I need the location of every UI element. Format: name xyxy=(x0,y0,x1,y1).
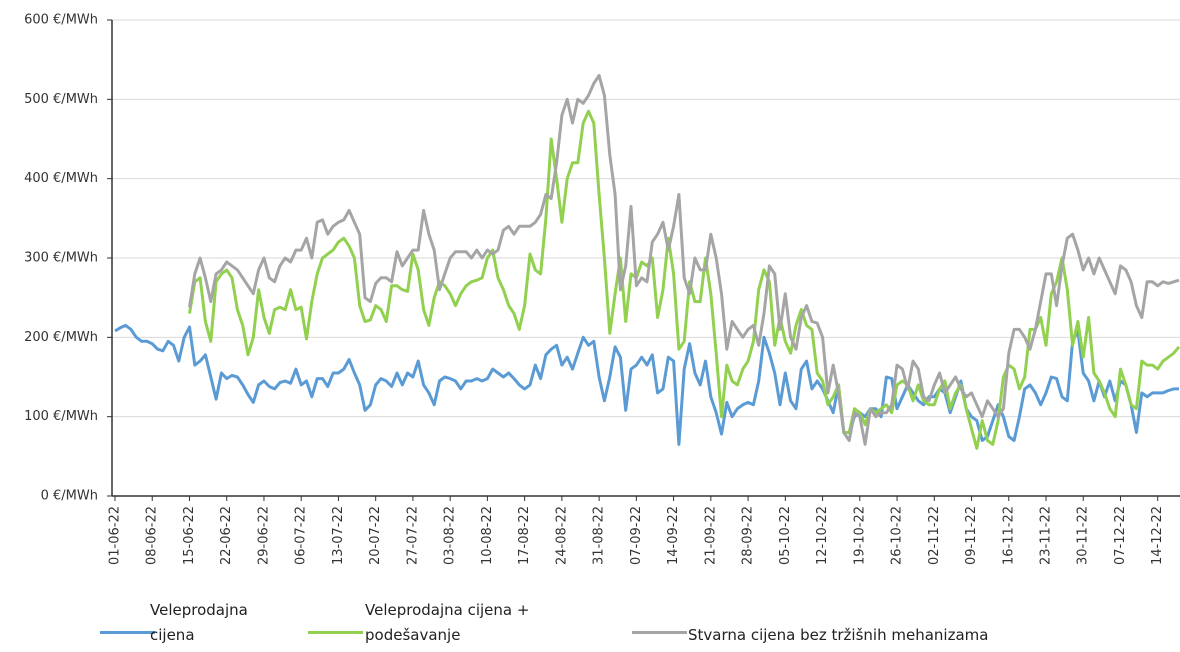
plot: 0 €/MWh 100 €/MWh 200 €/MWh 300 €/MWh 400 €/… xyxy=(24,13,1180,565)
x-tick-label: 29-06-22 xyxy=(256,506,271,565)
series-line xyxy=(188,74,1180,446)
x-tick-label: 02-11-22 xyxy=(927,506,942,565)
x-tick-label: 23-11-22 xyxy=(1039,506,1054,565)
x-tick-label: 24-08-22 xyxy=(554,506,569,565)
x-tick-label: 28-09-22 xyxy=(741,506,756,565)
legend-swatch xyxy=(632,631,687,634)
y-tick-label: 300 €/MWh xyxy=(24,251,98,266)
y-tick-label: 500 €/MWh xyxy=(24,92,98,107)
x-tick-label: 20-07-22 xyxy=(368,506,383,565)
x-tick-label: 15-06-22 xyxy=(182,506,197,565)
x-tick-label: 14-09-22 xyxy=(666,506,681,565)
legend-label: Veleprodajna cijena xyxy=(150,601,248,644)
legend-swatch xyxy=(308,631,363,634)
y-tick-label: 0 €/MWh xyxy=(41,489,98,504)
x-tick-label: 31-08-22 xyxy=(592,506,607,565)
x-tick-label: 07-09-22 xyxy=(629,506,644,565)
x-tick-label: 09-11-22 xyxy=(964,506,979,565)
y-tick-label: 600 €/MWh xyxy=(24,13,98,28)
y-tick-label: 100 €/MWh xyxy=(24,409,98,424)
x-tick-label: 21-09-22 xyxy=(703,506,718,565)
x-tick-label: 13-07-22 xyxy=(331,506,346,565)
x-tick-label: 01-06-22 xyxy=(108,506,123,565)
x-tick-label: 17-08-22 xyxy=(517,506,532,565)
x-tick-label: 12-10-22 xyxy=(815,506,830,565)
legend-swatch xyxy=(100,631,155,634)
x-tick-label: 08-06-22 xyxy=(145,506,160,565)
x-tick-label: 07-12-22 xyxy=(1113,506,1128,565)
x-tick-label: 27-07-22 xyxy=(405,506,420,565)
x-tick-label: 03-08-22 xyxy=(443,506,458,565)
x-tick-label: 05-10-22 xyxy=(778,506,793,565)
legend-label: Veleprodajna cijena + podešavanje xyxy=(365,601,530,644)
x-tick-label: 16-11-22 xyxy=(1001,506,1016,565)
y-tick-label: 200 €/MWh xyxy=(24,330,98,345)
x-tick-label: 19-10-22 xyxy=(852,506,867,565)
x-tick-label: 14-12-22 xyxy=(1150,506,1165,565)
x-tick-label: 10-08-22 xyxy=(480,506,495,565)
x-tick-label: 30-11-22 xyxy=(1076,506,1091,565)
legend-label: Stvarna cijena bez tržišnih mehanizama xyxy=(688,626,989,644)
x-tick-label: 22-06-22 xyxy=(219,506,234,565)
series-line xyxy=(188,109,1180,450)
x-tick-label: 26-10-22 xyxy=(890,506,905,565)
y-tick-label: 400 €/MWh xyxy=(24,171,98,186)
x-tick-label: 06-07-22 xyxy=(294,506,309,565)
